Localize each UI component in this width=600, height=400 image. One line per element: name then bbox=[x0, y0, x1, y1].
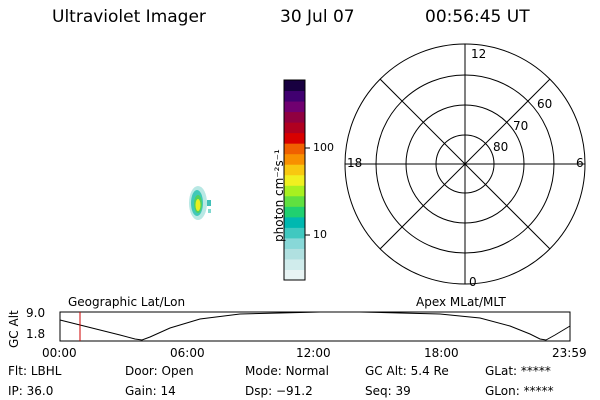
x-tick-label: 06:00 bbox=[170, 346, 205, 360]
color-bar-band bbox=[284, 143, 305, 155]
status-glat: GLat: ***** bbox=[485, 364, 551, 378]
color-bar-tick-label: 100 bbox=[313, 141, 334, 154]
x-tick-label: 18:00 bbox=[424, 346, 459, 360]
time-label: 00:56:45 UT bbox=[425, 7, 530, 27]
y-tick-label: 9.0 bbox=[26, 306, 46, 320]
status-gain: Gain: 14 bbox=[125, 384, 176, 398]
color-bar-band bbox=[284, 80, 305, 92]
uv-image-spot bbox=[189, 186, 211, 220]
color-bar-band bbox=[284, 269, 305, 281]
lat-label-70: 70 bbox=[513, 119, 529, 133]
x-tick-label: 23:59 bbox=[552, 346, 587, 360]
color-bar bbox=[284, 80, 305, 281]
color-bar-band bbox=[284, 237, 305, 249]
lat-label-60: 60 bbox=[537, 97, 553, 111]
status-dsp: Dsp: −91.2 bbox=[245, 384, 313, 398]
color-bar-band bbox=[284, 90, 305, 102]
color-bar-band bbox=[284, 174, 305, 186]
apex-title: Apex MLat/MLT bbox=[416, 295, 506, 309]
x-tick-label: 12:00 bbox=[296, 346, 331, 360]
color-bar-frame bbox=[283, 79, 306, 281]
status-glon: GLon: ***** bbox=[485, 384, 554, 398]
color-bar-band bbox=[284, 216, 305, 228]
status-gc-alt: GC Alt: 5.4 Re bbox=[365, 364, 449, 378]
date-label: 30 Jul 07 bbox=[280, 7, 355, 27]
color-bar-band bbox=[284, 248, 305, 260]
x-tick-label: 00:00 bbox=[42, 346, 77, 360]
status-mode: Mode: Normal bbox=[245, 364, 329, 378]
color-bar-band bbox=[284, 132, 305, 144]
geographic-title: Geographic Lat/Lon bbox=[68, 295, 186, 309]
altitude-track bbox=[59, 311, 571, 341]
color-bar-band bbox=[284, 122, 305, 134]
color-bar-band bbox=[284, 227, 305, 239]
color-bar-band bbox=[284, 258, 305, 270]
instrument-title: Ultraviolet Imager bbox=[52, 7, 206, 27]
color-bar-band bbox=[284, 185, 305, 197]
color-bar-unit-label: photon cm⁻²s⁻¹ bbox=[272, 149, 286, 242]
color-bar-band bbox=[284, 164, 305, 176]
color-bar-band bbox=[284, 101, 305, 113]
status-door: Door: Open bbox=[125, 364, 194, 378]
lat-label-80: 80 bbox=[493, 140, 509, 154]
status-flt: Flt: LBHL bbox=[8, 364, 62, 378]
color-bar-band bbox=[284, 153, 305, 165]
gc-alt-axis-label: GC Alt bbox=[7, 310, 21, 348]
polar-dial bbox=[344, 43, 586, 285]
color-bar-band bbox=[284, 195, 305, 207]
mlt-label-0: 0 bbox=[469, 275, 477, 289]
status-ip: IP: 36.0 bbox=[8, 384, 54, 398]
mlt-label-12: 12 bbox=[471, 47, 487, 61]
mlt-label-6: 6 bbox=[576, 156, 584, 170]
color-bar-band bbox=[284, 111, 305, 123]
track-panel-frame bbox=[59, 311, 571, 342]
color-bar-tick-label: 10 bbox=[313, 228, 327, 241]
mlt-label-18: 18 bbox=[347, 156, 363, 170]
y-tick-label: 1.8 bbox=[26, 327, 46, 341]
status-seq: Seq: 39 bbox=[365, 384, 411, 398]
color-bar-band bbox=[284, 206, 305, 218]
